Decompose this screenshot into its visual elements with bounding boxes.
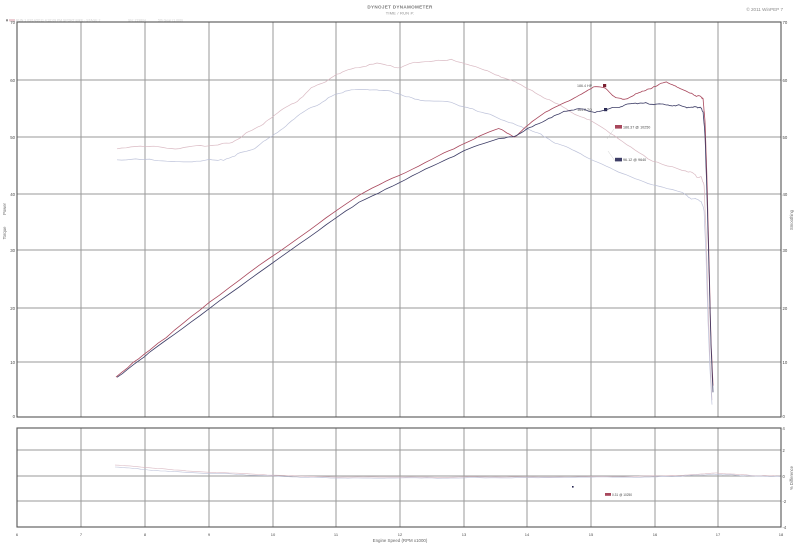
svg-text:0.31 @ 10250: 0.31 @ 10250 (612, 493, 632, 497)
svg-text:TIME / RUN #:: TIME / RUN #: (386, 11, 415, 16)
svg-text:Torque: Torque (2, 226, 7, 239)
svg-text:186.4 HP: 186.4 HP (577, 84, 593, 88)
svg-text:15: 15 (589, 532, 594, 537)
svg-text:60: 60 (10, 78, 15, 83)
svg-text:20: 20 (783, 306, 788, 311)
svg-text:Smoothing: Smoothing (789, 209, 794, 230)
svg-text:Engine Speed (RPM x1000): Engine Speed (RPM x1000) (373, 538, 428, 543)
svg-text:10: 10 (10, 360, 15, 365)
svg-text:50: 50 (783, 135, 788, 140)
svg-text:14: 14 (525, 532, 530, 537)
svg-text:50: 50 (10, 135, 15, 140)
svg-text:18: 18 (779, 532, 784, 537)
svg-text:16: 16 (653, 532, 658, 537)
svg-text:96.12 @ 9640: 96.12 @ 9640 (623, 158, 646, 162)
svg-text:DYNOJET DYNAMOMETER: DYNOJET DYNAMOMETER (367, 5, 433, 10)
svg-text:12: 12 (398, 532, 403, 537)
svg-text:20: 20 (10, 306, 15, 311)
svg-text:17: 17 (716, 532, 721, 537)
svg-text:70: 70 (10, 20, 15, 25)
svg-text:30: 30 (783, 248, 788, 253)
svg-text:30: 30 (10, 248, 15, 253)
svg-text:70: 70 (783, 20, 788, 25)
svg-text:10: 10 (271, 532, 276, 537)
svg-text:% Difference: % Difference (789, 465, 794, 490)
svg-text:10: 10 (783, 360, 788, 365)
svg-text:60: 60 (783, 78, 788, 83)
svg-text:Power: Power (2, 202, 7, 214)
svg-text:© 2011 WinPEP 7: © 2011 WinPEP 7 (746, 6, 783, 12)
svg-text:40: 40 (783, 192, 788, 197)
svg-text:186.37 @ 10250: 186.37 @ 10250 (623, 125, 650, 129)
svg-text:13: 13 (462, 532, 467, 537)
svg-text:40: 40 (10, 192, 15, 197)
